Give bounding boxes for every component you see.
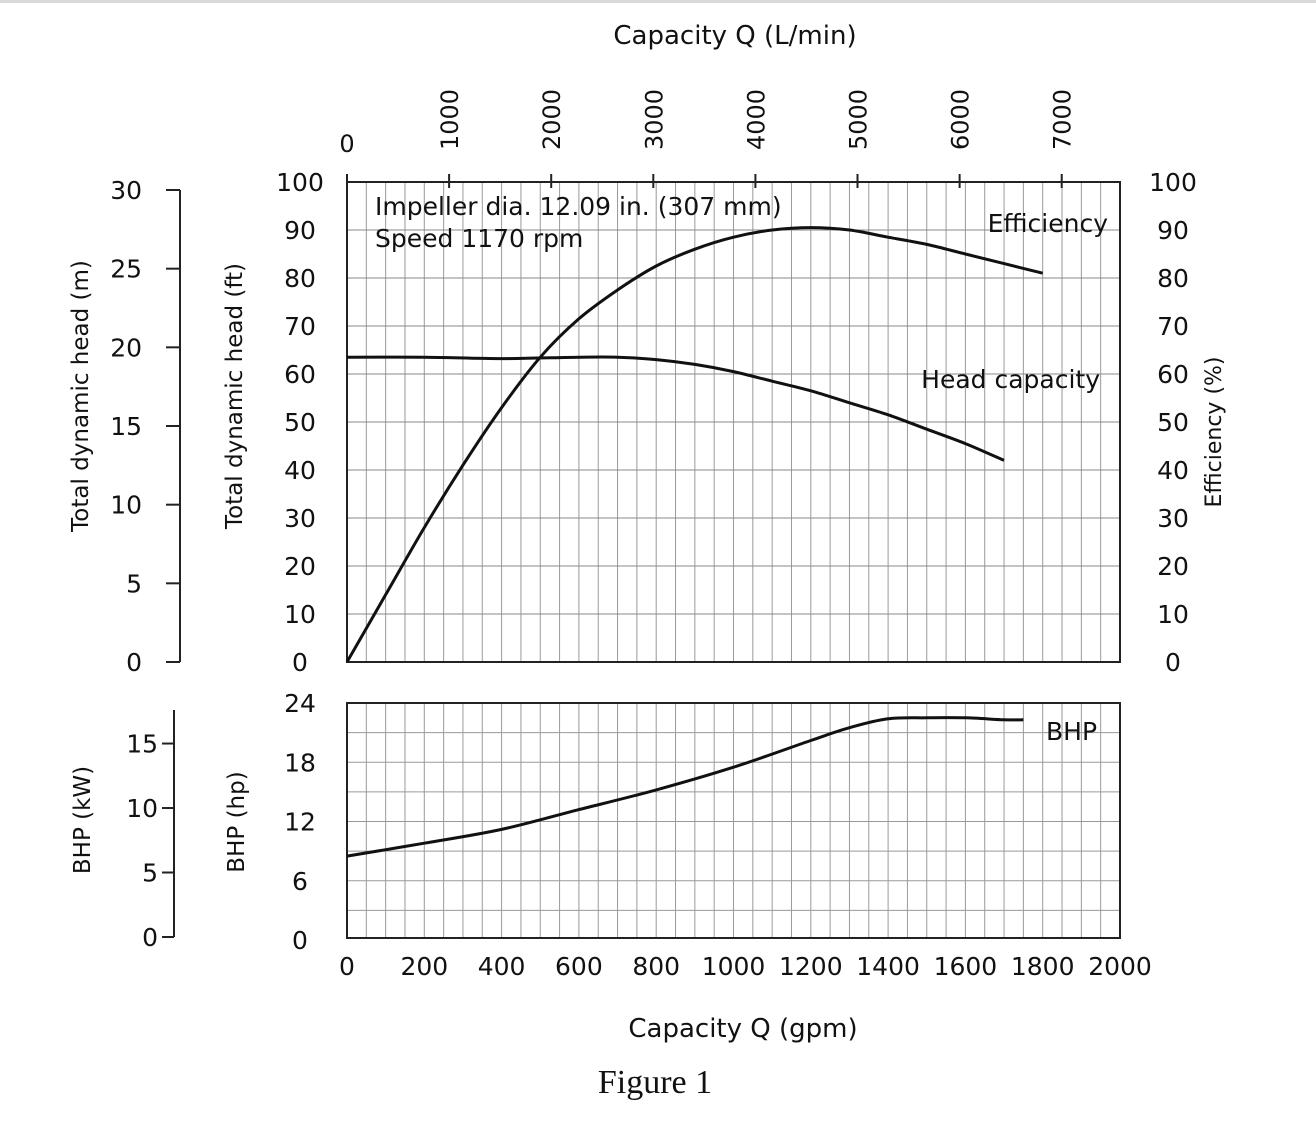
head-ft-tick-label: 10 <box>284 600 316 629</box>
bottom-axis-tick-label: 2000 <box>1088 952 1152 981</box>
bhp-hp-tick-label: 0 <box>292 926 308 955</box>
left-axis-ft-title: Total dynamic head (ft) <box>222 263 248 530</box>
kw-axis-tick-label: 15 <box>126 730 158 759</box>
left-axis-m-title: Total dynamic head (m) <box>68 260 94 533</box>
figure-caption: Figure 1 <box>598 1064 712 1101</box>
efficiency-tick-label: 60 <box>1157 360 1189 389</box>
upper-plot-frame <box>346 181 1121 663</box>
efficiency-tick-label: 50 <box>1157 408 1189 437</box>
bottom-axis-tick-label: 200 <box>400 952 448 981</box>
bottom-axis-tick-label: 1800 <box>1011 952 1075 981</box>
metre-axis-tick-label: 5 <box>126 569 142 598</box>
head-ft-tick-label: 0 <box>292 648 308 677</box>
bhp-curve-label: BHP <box>1046 717 1097 746</box>
head-ft-tick-label: 50 <box>284 408 316 437</box>
bottom-axis-tick-label: 600 <box>555 952 603 981</box>
top-axis-tick-label: 0 <box>339 130 354 158</box>
head-capacity-curve <box>346 355 1005 462</box>
bottom-axis-tick-label: 1000 <box>702 952 766 981</box>
head-ft-tick-label: 90 <box>284 216 316 245</box>
bhp-curve <box>346 716 1024 858</box>
efficiency-curve-label: Efficiency <box>988 209 1109 238</box>
bhp-hp-tick-label: 18 <box>284 748 316 777</box>
metre-axis-tick-label: 10 <box>110 491 142 520</box>
head-ft-tick-label: 20 <box>284 552 316 581</box>
efficiency-tick-label: 30 <box>1157 504 1189 533</box>
top-axis-tick-label: 6000 <box>947 89 975 150</box>
speed-annotation: Speed 1170 rpm <box>375 224 583 253</box>
plot-frames <box>346 181 1121 939</box>
top-axis-tick-label: 7000 <box>1049 89 1077 150</box>
axis-ticks <box>162 174 1063 938</box>
bottom-axis-tick-label: 0 <box>339 952 355 981</box>
bhp-hp-axis-title: BHP (hp) <box>224 771 250 872</box>
efficiency-tick-label: 90 <box>1157 216 1189 245</box>
top-border <box>0 0 1316 3</box>
kw-axis-tick-label: 10 <box>126 794 158 823</box>
metre-axis-tick-label: 15 <box>110 412 142 441</box>
efficiency-tick-label: 80 <box>1157 264 1189 293</box>
bottom-axis-tick-label: 1600 <box>934 952 998 981</box>
bottom-axis-tick-label: 1200 <box>779 952 843 981</box>
efficiency-tick-label: 70 <box>1157 312 1189 341</box>
bhp-hp-tick-label: 6 <box>292 867 308 896</box>
head-ft-tick-label: 80 <box>284 264 316 293</box>
top-axis-title: Capacity Q (L/min) <box>613 21 856 51</box>
metre-axis-tick-label: 0 <box>126 648 142 677</box>
bhp-hp-tick-label: 12 <box>284 808 316 837</box>
series-lines <box>345 226 1044 858</box>
top-axis-tick-label: 5000 <box>845 89 873 150</box>
bottom-axis-tick-label: 400 <box>478 952 526 981</box>
head-ft-tick-label: 100 <box>276 168 324 197</box>
bhp-kw-axis-title: BHP (kW) <box>70 766 96 874</box>
head-ft-tick-label: 30 <box>284 504 316 533</box>
right-axis-eff-title: Efficiency (%) <box>1202 356 1227 507</box>
head-ft-tick-label: 70 <box>284 312 316 341</box>
head-ft-tick-label: 60 <box>284 360 316 389</box>
head-capacity-curve-label: Head capacity <box>921 365 1100 394</box>
metre-axis-tick-label: 30 <box>110 176 142 205</box>
bottom-axis-tick-label: 800 <box>632 952 680 981</box>
metre-axis-tick-label: 20 <box>110 333 142 362</box>
efficiency-curve <box>345 226 1044 663</box>
bhp-hp-tick-label: 24 <box>284 689 316 718</box>
efficiency-tick-label: 20 <box>1157 552 1189 581</box>
top-axis-tick-label: 2000 <box>538 89 566 150</box>
metre-axis-tick-label: 25 <box>110 255 142 284</box>
lower-grid <box>347 703 1120 938</box>
efficiency-tick-label: 0 <box>1165 648 1181 677</box>
top-axis-tick-label: 4000 <box>742 89 770 150</box>
top-axis-tick-label: 3000 <box>640 89 668 150</box>
top-axis-tick-label: 1000 <box>436 89 464 150</box>
lower-plot-frame <box>346 702 1121 939</box>
efficiency-tick-label: 40 <box>1157 456 1189 485</box>
efficiency-tick-label: 10 <box>1157 600 1189 629</box>
upper-grid <box>347 182 1120 662</box>
efficiency-tick-label: 100 <box>1149 168 1197 197</box>
kw-axis-tick-label: 5 <box>142 859 158 888</box>
bottom-axis-tick-label: 1400 <box>856 952 920 981</box>
impeller-annotation: Impeller dia. 12.09 in. (307 mm) <box>375 192 782 221</box>
head-ft-tick-label: 40 <box>284 456 316 485</box>
bottom-axis-title: Capacity Q (gpm) <box>628 1014 857 1044</box>
kw-axis-tick-label: 0 <box>142 923 158 952</box>
